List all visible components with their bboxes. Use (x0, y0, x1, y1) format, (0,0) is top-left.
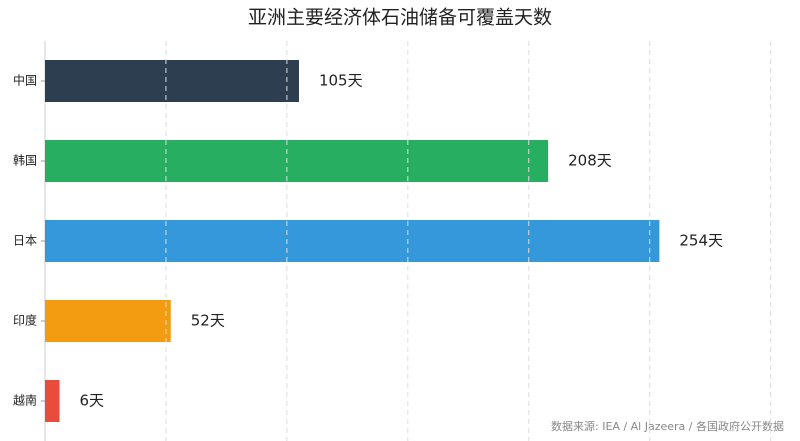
bar (45, 380, 60, 422)
value-label: 254天 (679, 232, 723, 250)
bar (45, 220, 660, 262)
chart-title: 亚洲主要经济体石油储备可覆盖天数 (248, 7, 552, 29)
value-label: 52天 (191, 312, 225, 330)
bar (45, 140, 549, 182)
y-tick-label: 日本 (13, 234, 37, 248)
y-tick-label: 中国 (13, 73, 37, 88)
value-label: 6天 (80, 392, 105, 410)
source-note: 数据来源: IEA / Al Jazeera / 各国政府公开数据 (551, 419, 784, 433)
value-label: 105天 (319, 72, 363, 90)
y-tick-label: 越南 (13, 393, 37, 408)
value-label: 208天 (568, 152, 612, 170)
bar (45, 300, 171, 342)
y-tick-label: 印度 (13, 313, 37, 328)
bar (45, 60, 299, 102)
y-tick-label: 韩国 (13, 153, 37, 168)
